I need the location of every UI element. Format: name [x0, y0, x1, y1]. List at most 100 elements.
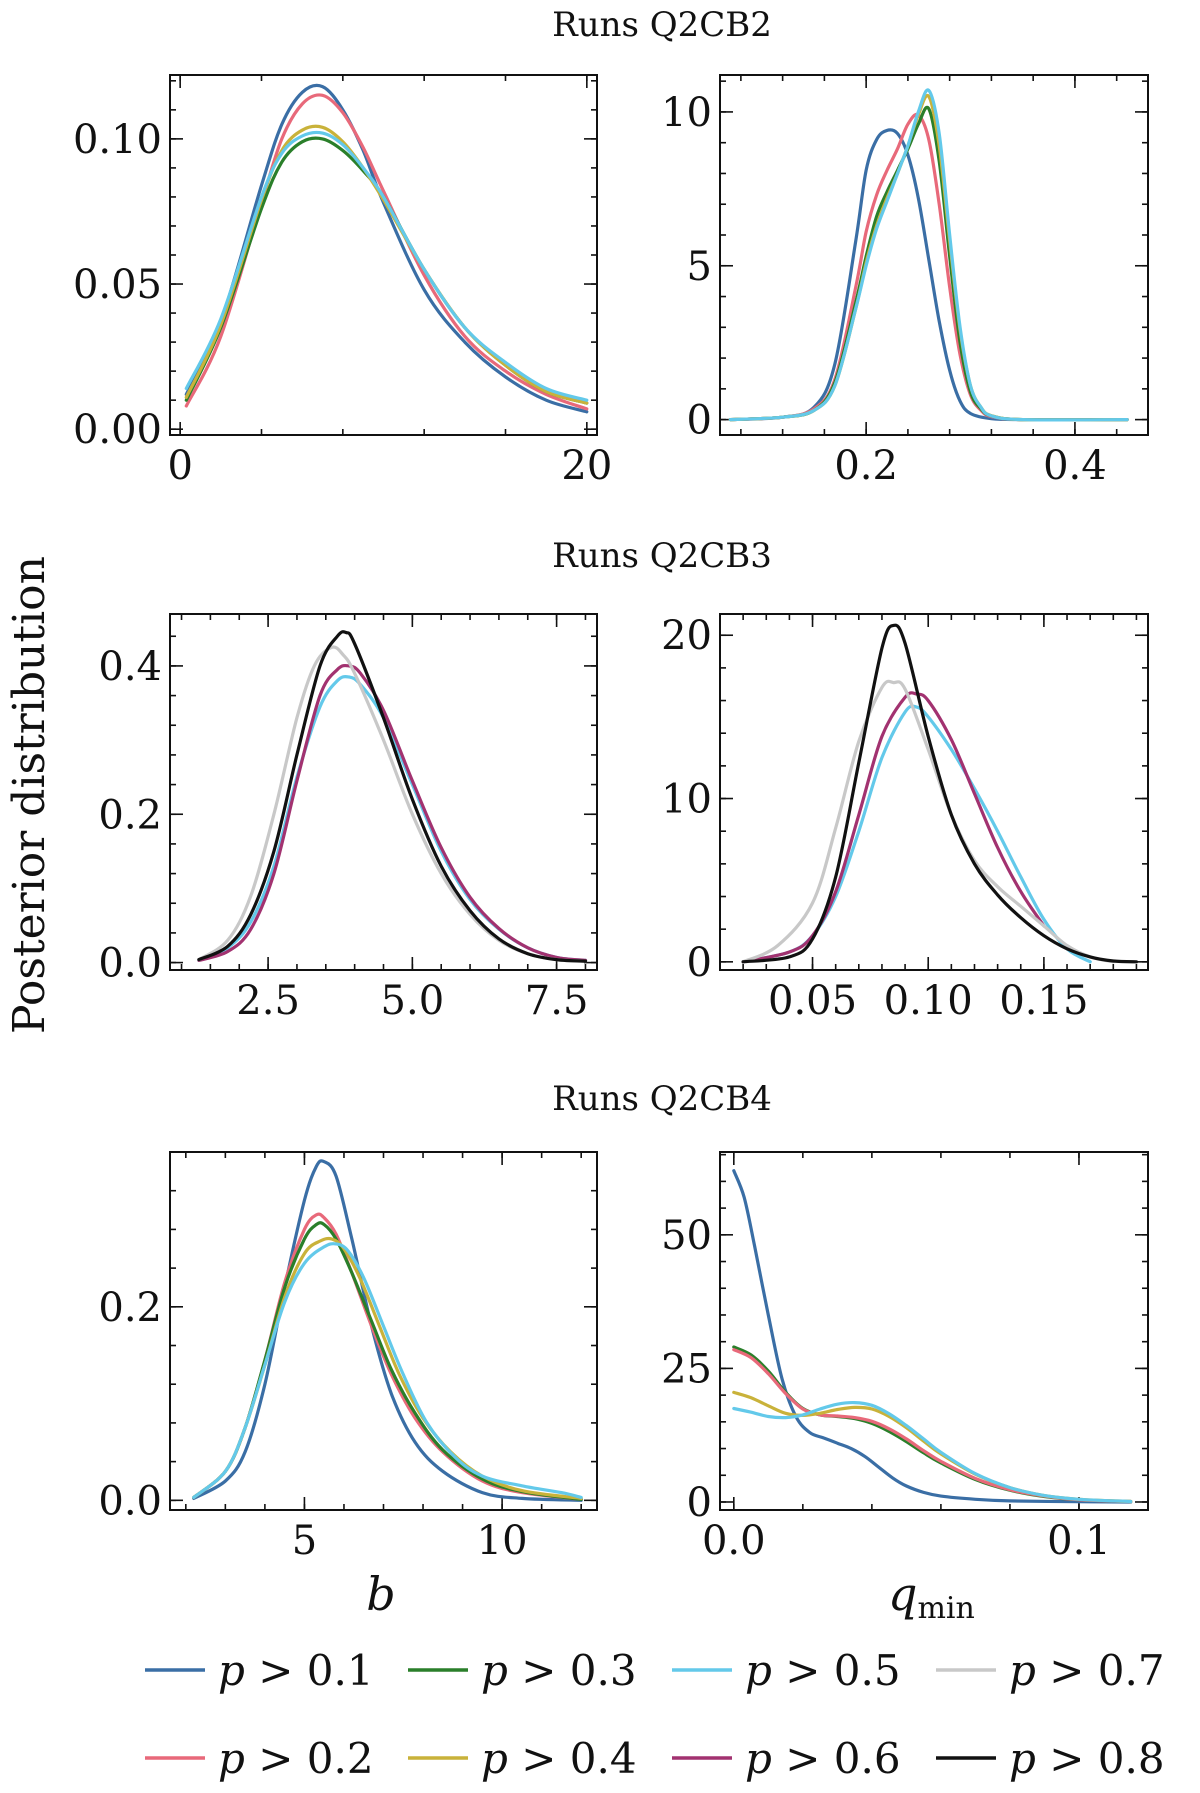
- y-tick-label: 0.0: [98, 941, 162, 987]
- legend-label-rest: > 0.3: [508, 1646, 637, 1695]
- legend-label-var: p: [1009, 1734, 1036, 1783]
- x-axis-label-b: b: [366, 1567, 395, 1621]
- series-line-p-0-7: [741, 679, 1115, 964]
- legend-label: p > 0.6: [745, 1734, 901, 1783]
- series-line-p-0-1: [192, 1159, 583, 1502]
- legend-label: p > 0.3: [481, 1646, 637, 1695]
- legend-item: p > 0.6: [672, 1734, 901, 1783]
- legend-label-rest: > 0.2: [245, 1734, 374, 1783]
- series-line-p-0-8: [197, 630, 588, 963]
- y-tick-label: 0.05: [73, 262, 162, 308]
- y-axis-label: Posterior distribution: [4, 556, 55, 1034]
- y-tick-label: 50: [661, 1213, 712, 1259]
- y-tick-label: 25: [661, 1346, 712, 1392]
- legend-label-rest: > 0.8: [1036, 1734, 1165, 1783]
- series-line-p-0-5: [192, 1242, 583, 1499]
- y-tick-label: 0: [687, 398, 712, 444]
- y-tick-label: 0.2: [98, 1285, 162, 1331]
- series-line-p-0-6: [197, 663, 588, 962]
- legend-label-rest: > 0.1: [245, 1646, 374, 1695]
- row-title-3: Runs Q2CB4: [552, 1079, 772, 1119]
- x-tick-label: 0.15: [999, 978, 1088, 1024]
- plot-frame: [719, 613, 1149, 971]
- x-tick-label: 0.4: [1043, 443, 1107, 489]
- x-axis-label-subscript: min: [917, 1591, 974, 1626]
- legend-label: p > 0.7: [1009, 1646, 1165, 1695]
- series-group: [741, 623, 1138, 964]
- x-tick-label: 0.05: [768, 978, 857, 1024]
- y-tick-label: 0: [687, 1480, 712, 1526]
- legend-item: p > 0.4: [408, 1734, 637, 1783]
- x-tick-label: 0.1: [1047, 1518, 1111, 1564]
- x-tick-label: 0.0: [702, 1518, 766, 1564]
- legend-label-rest: > 0.5: [772, 1646, 901, 1695]
- series-group: [197, 630, 588, 963]
- plot-frame: [169, 613, 598, 971]
- legend-label-rest: > 0.7: [1036, 1646, 1165, 1695]
- legend-label: p > 0.4: [481, 1734, 637, 1783]
- y-tick-label: 10: [661, 777, 712, 823]
- plot-frame: [719, 1151, 1149, 1511]
- legend-item: p > 0.7: [936, 1646, 1165, 1695]
- legend-label: p > 0.5: [745, 1646, 901, 1695]
- legend-label-var: p: [481, 1646, 508, 1695]
- series-line-p-0-7: [197, 645, 588, 963]
- x-tick-label: 5.0: [381, 978, 445, 1024]
- legend-label: p > 0.1: [218, 1646, 374, 1695]
- x-tick-label: 20: [561, 443, 612, 489]
- legend-label-var: p: [218, 1734, 245, 1783]
- series-line-p-0-5: [184, 130, 589, 402]
- legend-label-rest: > 0.6: [772, 1734, 901, 1783]
- series-line-p-0-1: [728, 128, 1129, 422]
- x-axis-label-q: q: [888, 1567, 917, 1621]
- legend-label: p > 0.2: [218, 1734, 374, 1783]
- series-line-p-0-1: [732, 1169, 1133, 1504]
- series-line-p-0-3: [732, 1345, 1133, 1504]
- series-group: [732, 1169, 1133, 1504]
- x-tick-label: 5: [292, 1518, 317, 1564]
- legend-label-var: p: [481, 1734, 508, 1783]
- row-title-2: Runs Q2CB3: [552, 536, 772, 576]
- series-line-p-0-3: [184, 136, 589, 405]
- legend-label-var: p: [1009, 1646, 1036, 1695]
- series-line-p-0-8: [741, 623, 1138, 964]
- legend-label-var: p: [218, 1646, 245, 1695]
- series-group: [728, 88, 1129, 422]
- row-title-1: Runs Q2CB2: [552, 5, 772, 45]
- legend: p > 0.1 p > 0.3 p > 0.5 p > 0.7p > 0.2 p > 0…: [145, 1646, 1165, 1783]
- series-line-p-0-4: [184, 124, 589, 405]
- series-line-p-0-5: [728, 88, 1129, 422]
- panel-1: 0 20 0.00 0.05 0.10: [73, 74, 612, 489]
- y-tick-label: 0: [687, 940, 712, 986]
- series-line-p-0-2: [732, 1348, 1133, 1504]
- series-line-p-0-3: [192, 1221, 583, 1501]
- legend-label-rest: > 0.4: [508, 1734, 637, 1783]
- legend-label: p > 0.8: [1009, 1734, 1165, 1783]
- panel-3: 2.5 5.0 7.5 0.0 0.2 0.4: [98, 613, 598, 1024]
- panel-5: 5 10 0.0 0.2: [98, 1151, 598, 1564]
- y-tick-label: 0.00: [73, 407, 162, 453]
- x-tick-label: 0.2: [834, 443, 898, 489]
- y-tick-label: 10: [661, 90, 712, 136]
- plot-frame: [169, 74, 598, 436]
- x-tick-label: 10: [477, 1518, 528, 1564]
- legend-item: p > 0.8: [936, 1734, 1165, 1783]
- x-axis-label-qmin: qmin: [888, 1567, 975, 1626]
- series-group: [192, 1159, 583, 1502]
- legend-item: p > 0.2: [145, 1734, 374, 1783]
- x-tick-label: 7.5: [525, 978, 589, 1024]
- series-line-p-0-5: [741, 704, 1092, 964]
- panel-4: 0.05 0.10 0.15 0 10 20: [661, 613, 1149, 1024]
- x-tick-label: 0: [167, 443, 192, 489]
- y-tick-label: 0.0: [98, 1478, 162, 1524]
- plot-frame: [169, 1151, 598, 1511]
- x-tick-label: 0.10: [884, 978, 973, 1024]
- x-tick-label: 2.5: [236, 978, 300, 1024]
- series-group: [184, 83, 589, 414]
- y-tick-label: 20: [661, 613, 712, 659]
- y-tick-label: 5: [687, 244, 712, 290]
- y-tick-label: 0.4: [98, 644, 162, 690]
- series-line-p-0-5: [732, 1400, 1133, 1504]
